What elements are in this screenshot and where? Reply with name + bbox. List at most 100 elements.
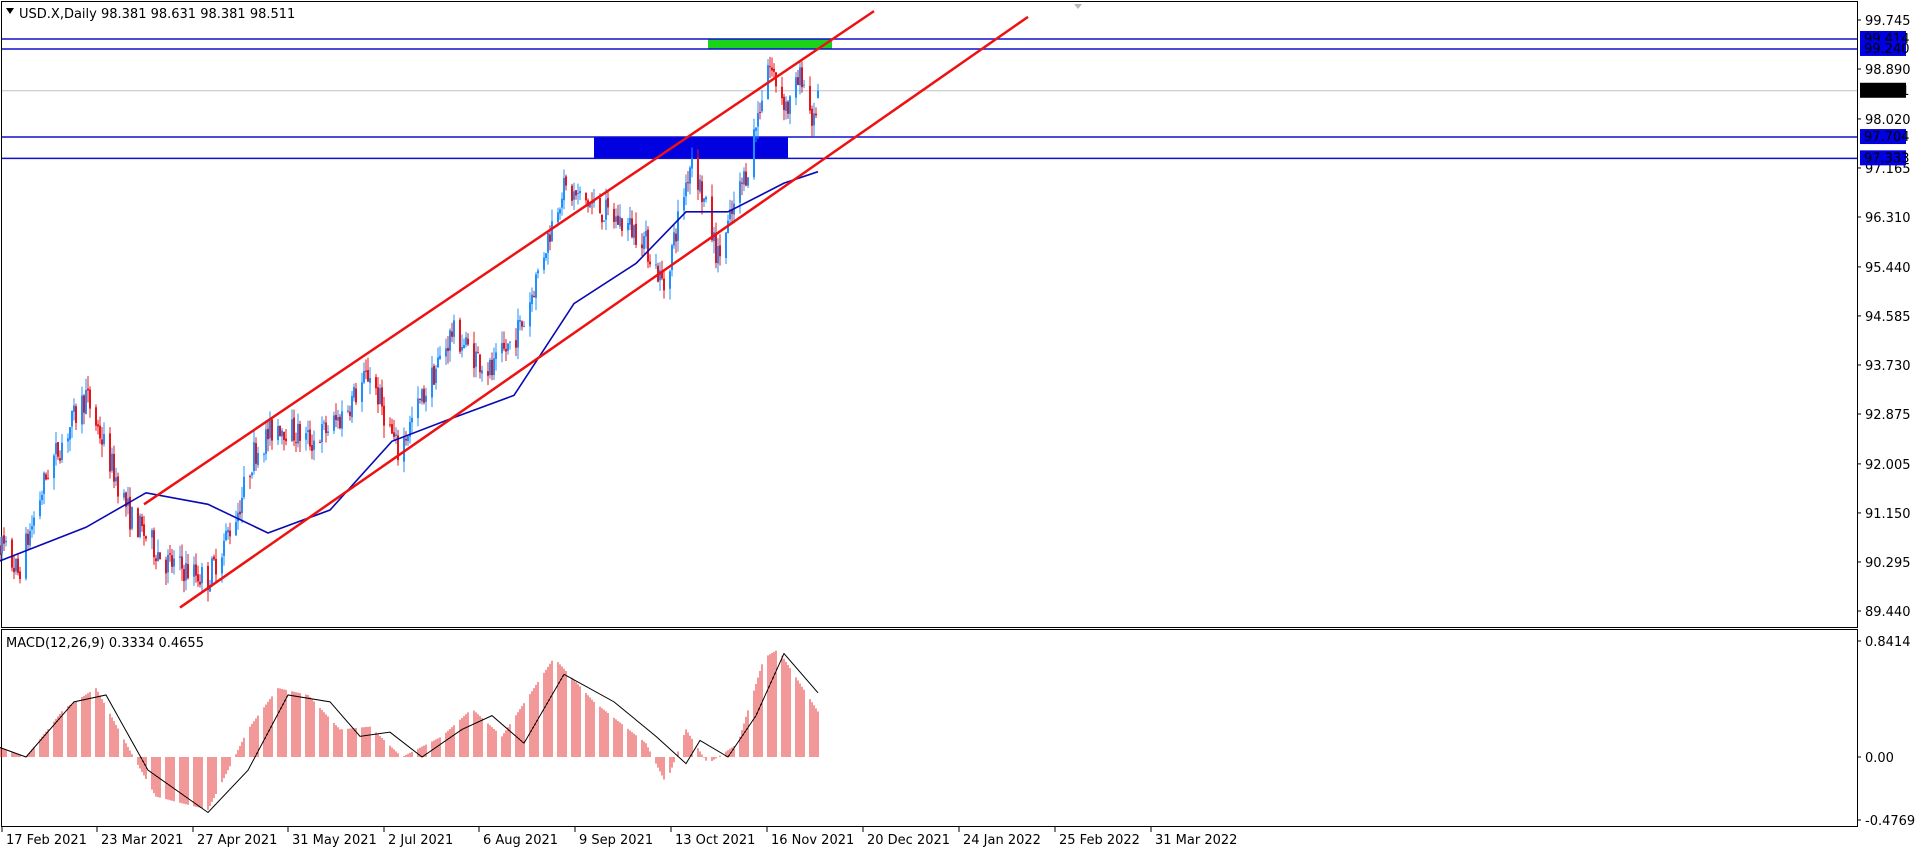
chart-shift-marker-icon[interactable]	[1074, 4, 1082, 9]
candle-body	[473, 343, 475, 369]
candle-body	[83, 395, 85, 413]
candle-body	[263, 453, 265, 455]
candle-body	[395, 434, 397, 437]
macd-tick-label: -0.4769	[1865, 814, 1915, 829]
candle-body	[237, 512, 239, 522]
channel-trend-line	[179, 15, 1029, 609]
candle-body	[361, 382, 363, 402]
candle-body	[381, 387, 383, 407]
candle-body	[339, 416, 341, 429]
level-price-tag-label: 97.704	[1864, 130, 1910, 145]
candle-body	[309, 429, 311, 447]
candle-body	[365, 370, 367, 372]
candle-body	[615, 216, 617, 222]
candle-body	[601, 214, 603, 223]
price-axis[interactable]: 99.745 98.890 98.020 97.165 96.310 95.440 94.5…	[1857, 14, 1911, 620]
candle-body	[0, 545, 1, 555]
candle-body	[531, 294, 533, 304]
candle-body	[409, 422, 411, 437]
candle-body	[447, 347, 449, 352]
candle-body	[491, 359, 493, 376]
candle-body	[599, 198, 601, 214]
candle-body	[761, 100, 763, 112]
candle-body	[551, 221, 553, 242]
candle-body	[85, 389, 87, 414]
candle-body	[439, 355, 441, 359]
candle-body	[801, 67, 803, 88]
candle-body	[523, 326, 525, 328]
candle-body	[313, 440, 315, 450]
candle-body	[69, 427, 71, 440]
time-tick-label: 2 Jul 2021	[388, 833, 453, 848]
candle-body	[11, 539, 13, 568]
candle-body	[463, 344, 465, 349]
candle-body	[109, 433, 111, 472]
candle-body	[789, 96, 791, 114]
macd-tick-label: 0.00	[1865, 751, 1894, 766]
candle-body	[701, 181, 703, 203]
candle-body	[181, 556, 183, 569]
candle-body	[685, 182, 687, 197]
candle-body	[627, 223, 629, 231]
time-tick-label: 24 Jan 2022	[963, 833, 1041, 848]
candle-body	[195, 564, 197, 576]
macd-pane[interactable]: MACD(12,26,9) 0.3334 0.4655	[0, 629, 1858, 827]
candle-body	[445, 348, 447, 357]
candle-body	[375, 377, 377, 389]
candle-body	[41, 494, 43, 501]
candle-body	[117, 476, 119, 497]
candle-body	[377, 387, 379, 405]
price-tick-label: 92.875	[1865, 408, 1911, 423]
price-pane-frame	[1, 1, 1858, 628]
candle-body	[743, 171, 745, 185]
candle-body	[103, 433, 105, 445]
candle-body	[199, 581, 201, 585]
candle-body	[391, 424, 393, 434]
candle-body	[327, 431, 329, 433]
macd-axis[interactable]: 0.8414 0.00 -0.4769	[1857, 635, 1915, 829]
candle-body	[517, 320, 519, 348]
candle-body	[33, 517, 35, 526]
candle-body	[367, 370, 369, 382]
macd-tick-label: 0.8414	[1865, 635, 1911, 650]
candle-body	[697, 157, 699, 190]
candle-body	[325, 422, 327, 434]
candle-body	[411, 417, 413, 423]
candle-body	[255, 443, 257, 464]
price-pane[interactable]: USD.X,Daily 98.381 98.631 98.381 98.511	[0, 1, 1858, 628]
candle-body	[227, 529, 229, 533]
candle-body	[661, 271, 663, 279]
candle-body	[5, 540, 7, 543]
candle-body	[557, 212, 559, 223]
candle-body	[575, 190, 577, 196]
candle-body	[369, 377, 371, 383]
levels-layer	[2, 38, 1857, 160]
candle-body	[17, 558, 19, 573]
candle-body	[635, 223, 637, 245]
candle-body	[481, 370, 483, 374]
candle-body	[267, 428, 269, 440]
candle-body	[689, 167, 691, 184]
candle-body	[797, 77, 799, 86]
candle-body	[673, 232, 675, 246]
candle-body	[495, 352, 497, 359]
symbol-menu-chevron-icon[interactable]	[6, 8, 14, 14]
candle-body	[545, 253, 547, 258]
candle-body	[111, 453, 113, 471]
candle-body	[363, 371, 365, 383]
candle-body	[379, 388, 381, 405]
candle-body	[13, 567, 15, 573]
price-tick-label: 89.440	[1865, 605, 1911, 620]
candle-body	[773, 68, 775, 72]
candle-body	[3, 535, 5, 544]
candle-body	[157, 552, 159, 561]
candle-body	[155, 558, 157, 562]
candle-body	[349, 411, 351, 416]
candle-body	[183, 569, 185, 582]
candle-body	[145, 536, 147, 539]
candle-body	[137, 508, 139, 538]
time-axis[interactable]: 17 Feb 2021 23 Mar 2021 27 Apr 2021 31 May …	[1, 827, 1237, 848]
candle-body	[671, 245, 673, 271]
candle-body	[297, 423, 299, 444]
